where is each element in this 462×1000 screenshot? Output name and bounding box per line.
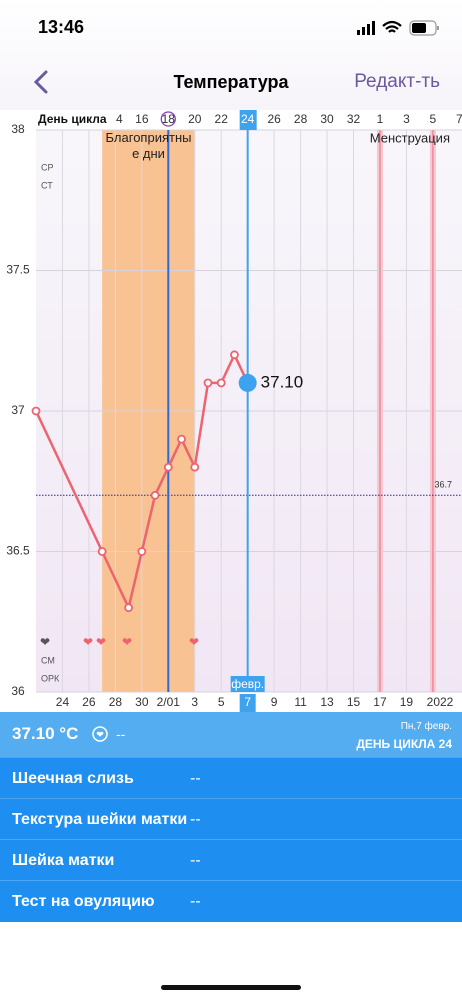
- x-tick-label: 28: [109, 695, 123, 709]
- point: [137, 547, 147, 556]
- coverline-label: 36.7: [434, 480, 452, 490]
- x-tick-label: 24: [56, 695, 70, 709]
- heart: ❤: [189, 635, 199, 649]
- point: [203, 378, 213, 388]
- point: [190, 462, 200, 472]
- fertile-label: Благоприятные дни: [105, 130, 192, 161]
- x-tick-label: 26: [82, 695, 96, 709]
- x-tick-label: 2/01: [157, 695, 181, 709]
- point: [163, 462, 173, 472]
- x2-tick-label: 1: [377, 112, 384, 126]
- point: [124, 603, 134, 613]
- y-tick-label: 36: [11, 684, 25, 698]
- selected-day-box: [239, 110, 257, 130]
- y-tick-label: 37.5: [6, 263, 30, 277]
- status-time: 13:46: [38, 17, 85, 37]
- x-tick-label: 9: [271, 695, 278, 709]
- x-tick-label: 11: [294, 695, 307, 709]
- summary-temperature: 37.10 °C: [12, 724, 79, 743]
- row-label: Текстура шейки матки: [12, 811, 188, 828]
- x-tick-label: 13: [320, 695, 334, 709]
- x2-tick-label: 32: [347, 112, 361, 126]
- row-label: Шейка матки: [12, 852, 115, 869]
- x2-tick-label: 18: [162, 112, 176, 126]
- x-tick-label: 15: [347, 695, 361, 709]
- point: [97, 547, 107, 556]
- x-tick-label: 7: [244, 695, 251, 709]
- ovulation-marker: [160, 111, 176, 127]
- side-label: СР: [41, 162, 54, 172]
- y-axis-area: [0, 110, 36, 712]
- svg-text:❤: ❤: [96, 729, 104, 739]
- x2-tick-label: 22: [215, 112, 229, 126]
- month-label: февр.: [231, 677, 264, 691]
- hearts: ❤ ❤ ❤ ❤ ❤: [40, 635, 199, 649]
- point: [150, 490, 160, 500]
- detail-row[interactable]: Тест на овуляцию --: [0, 880, 462, 922]
- point: [177, 434, 186, 444]
- mood-icon[interactable]: ❤: [92, 726, 108, 742]
- heart: ❤: [122, 635, 132, 649]
- x-tick-label: 19: [400, 695, 414, 709]
- row-value: --: [190, 893, 201, 910]
- year-label: 2022: [427, 695, 454, 709]
- side-label: СМ: [41, 655, 55, 665]
- x2-tick-label: 5: [430, 112, 437, 126]
- heart: ❤: [83, 635, 93, 649]
- home-indicator: [161, 985, 301, 990]
- point: [31, 406, 41, 416]
- selected-point: [238, 373, 257, 392]
- x-tick-label: 30: [135, 695, 149, 709]
- summary-bar: 37.10 °C ❤ -- Пн,7 февр. ДЕНЬ ЦИКЛА 24: [0, 712, 462, 757]
- edit-button[interactable]: Редакт-ть: [354, 71, 440, 92]
- row-value: --: [190, 811, 201, 828]
- heart: ❤: [96, 635, 106, 649]
- detail-row[interactable]: Текстура шейки матки --: [0, 798, 462, 840]
- side-label: СТ: [41, 180, 53, 190]
- x2-tick-label: 24: [241, 112, 255, 126]
- y-tick-label: 38: [11, 122, 25, 136]
- x2-tick-label: 7: [456, 112, 462, 126]
- point: [230, 350, 239, 360]
- point: [216, 378, 226, 388]
- row-value: --: [190, 770, 201, 787]
- x2-tick-label: 4: [116, 112, 123, 126]
- x2-tick-label: 30: [320, 112, 334, 126]
- row-value: --: [190, 852, 201, 869]
- summary-cycle-day: ДЕНЬ ЦИКЛА 24: [356, 737, 452, 751]
- value-label: 37.10: [261, 372, 304, 391]
- y-tick-label: 37: [11, 403, 25, 417]
- side-label: ОРК: [41, 673, 60, 683]
- summary-note: --: [116, 726, 126, 742]
- month-box: [230, 676, 265, 692]
- y-tick-label: 36.5: [6, 544, 30, 558]
- x2-tick-label: 28: [294, 112, 308, 126]
- x-tick-label: 5: [218, 695, 225, 709]
- x2-tick-label: 3: [403, 112, 410, 126]
- menstruation-label: Менструация: [370, 130, 450, 145]
- x-tick-label: 3: [191, 695, 198, 709]
- header: [0, 0, 462, 110]
- status-icons: [357, 20, 439, 36]
- nav-title: Температура: [173, 72, 289, 92]
- x2-tick-label: 16: [135, 112, 149, 126]
- temperature-line: [34, 351, 249, 612]
- selected-date-box: [239, 694, 256, 712]
- x-tick-label: 17: [373, 695, 387, 709]
- x2-tick-label: 26: [267, 112, 281, 126]
- x2-tick-label: 20: [188, 112, 202, 126]
- detail-row[interactable]: Шейка матки --: [0, 839, 462, 881]
- summary-date: Пн,7 февр.: [400, 721, 452, 732]
- row-label: Шеечная слизь: [12, 770, 134, 787]
- heart: ❤: [40, 635, 50, 649]
- back-button[interactable]: [30, 68, 54, 98]
- x2-axis-label: День цикла: [38, 112, 107, 126]
- row-label: Тест на овуляцию: [12, 893, 155, 910]
- detail-row[interactable]: Шеечная слизь --: [0, 757, 462, 799]
